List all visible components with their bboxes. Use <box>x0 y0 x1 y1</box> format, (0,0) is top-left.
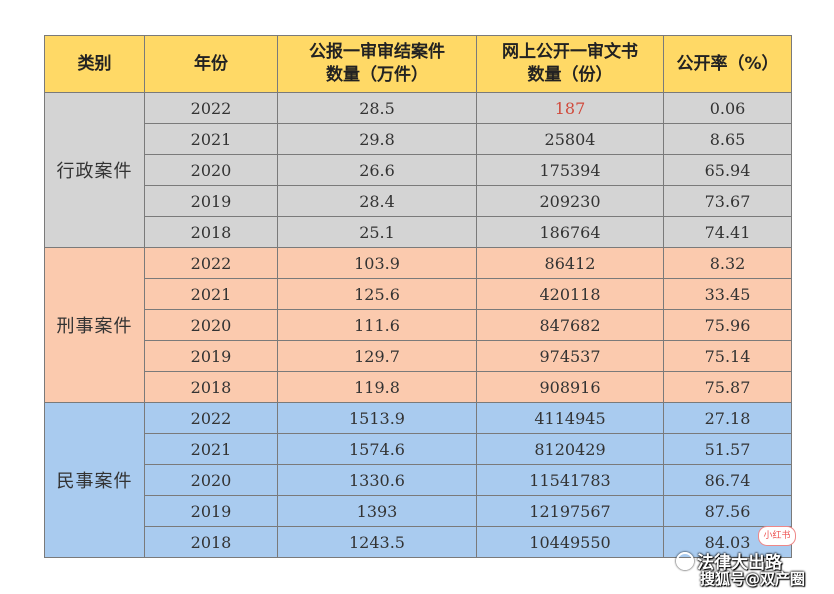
cases-cell: 26.6 <box>277 154 477 186</box>
rate-cell: 27.18 <box>663 402 792 434</box>
year-cell: 2021 <box>144 433 278 465</box>
year-cell: 2022 <box>144 247 278 279</box>
docs-cell: 420118 <box>476 278 664 310</box>
year-cell: 2020 <box>144 464 278 496</box>
docs-cell: 908916 <box>476 371 664 403</box>
docs-cell: 4114945 <box>476 402 664 434</box>
docs-cell: 209230 <box>476 185 664 217</box>
year-cell: 2021 <box>144 123 278 155</box>
table-row: 2019 1393 12197567 87.56 <box>45 495 792 527</box>
cases-cell: 103.9 <box>277 247 477 279</box>
rate-cell: 75.96 <box>663 309 792 341</box>
cases-cell: 129.7 <box>277 340 477 372</box>
wechat-icon <box>676 552 694 570</box>
category-cell: 民事案件 <box>44 402 145 558</box>
docs-cell: 974537 <box>476 340 664 372</box>
year-cell: 2018 <box>144 371 278 403</box>
header-docs-line2: 数量（份） <box>527 65 613 85</box>
year-cell: 2018 <box>144 526 278 558</box>
cases-cell: 25.1 <box>277 216 477 248</box>
year-cell: 2020 <box>144 154 278 186</box>
year-cell: 2019 <box>144 340 278 372</box>
header-rate: 公开率（%） <box>663 35 792 93</box>
table-row: 2020 111.6 847682 75.96 <box>45 309 792 341</box>
table-row: 2018 25.1 186764 74.41 <box>45 216 792 248</box>
header-docs-line1: 网上公开一审文书 <box>502 42 638 62</box>
rate-cell: 75.14 <box>663 340 792 372</box>
table-row: 2018 119.8 908916 75.87 <box>45 371 792 403</box>
header-category: 类别 <box>44 35 145 93</box>
rate-cell: 51.57 <box>663 433 792 465</box>
header-cases-line1: 公报一审审结案件 <box>309 42 445 62</box>
table-row: 2019 28.4 209230 73.67 <box>45 185 792 217</box>
data-table: 类别 年份 公报一审审结案件 数量（万件） 网上公开一审文书 数量（份） 公开率… <box>44 35 792 558</box>
table-row: 2020 1330.6 11541783 86.74 <box>45 464 792 496</box>
table-row: 刑事案件 2022 103.9 86412 8.32 <box>44 247 792 403</box>
docs-cell: 25804 <box>476 123 664 155</box>
cases-cell: 28.5 <box>277 92 477 124</box>
header-row: 类别 年份 公报一审审结案件 数量（万件） 网上公开一审文书 数量（份） 公开率… <box>44 35 792 93</box>
cases-cell: 1330.6 <box>277 464 477 496</box>
cases-cell: 29.8 <box>277 123 477 155</box>
watermark-name-text: 法律大出路 <box>697 553 782 573</box>
docs-cell: 86412 <box>476 247 664 279</box>
header-year: 年份 <box>144 35 278 93</box>
docs-cell: 847682 <box>476 309 664 341</box>
year-cell: 2022 <box>144 402 278 434</box>
rate-cell: 0.06 <box>663 92 792 124</box>
docs-cell: 11541783 <box>476 464 664 496</box>
cases-cell: 119.8 <box>277 371 477 403</box>
cases-cell: 1243.5 <box>277 526 477 558</box>
watermark-sub: 搜狐号@双产圈 <box>700 570 806 588</box>
rate-cell: 65.94 <box>663 154 792 186</box>
year-cell: 2019 <box>144 495 278 527</box>
rate-cell: 87.56 <box>663 495 792 527</box>
rate-cell: 86.74 <box>663 464 792 496</box>
table-row: 2020 26.6 175394 65.94 <box>45 154 792 186</box>
cases-cell: 1393 <box>277 495 477 527</box>
cases-cell: 111.6 <box>277 309 477 341</box>
year-cell: 2022 <box>144 92 278 124</box>
cases-cell: 1513.9 <box>277 402 477 434</box>
year-cell: 2018 <box>144 216 278 248</box>
docs-cell: 10449550 <box>476 526 664 558</box>
category-cell: 行政案件 <box>44 92 145 248</box>
year-cell: 2020 <box>144 309 278 341</box>
docs-cell: 175394 <box>476 154 664 186</box>
rate-cell: 8.32 <box>663 247 792 279</box>
year-cell: 2021 <box>144 278 278 310</box>
table-row: 2021 125.6 420118 33.45 <box>45 278 792 310</box>
rate-cell: 33.45 <box>663 278 792 310</box>
header-cases-line2: 数量（万件） <box>326 65 428 85</box>
category-cell: 刑事案件 <box>44 247 145 403</box>
year-cell: 2019 <box>144 185 278 217</box>
table-row: 2019 129.7 974537 75.14 <box>45 340 792 372</box>
watermark-name: 法律大出路 <box>676 548 782 573</box>
rate-cell: 74.41 <box>663 216 792 248</box>
rate-cell: 75.87 <box>663 371 792 403</box>
table-row: 民事案件 2022 1513.9 4114945 27.18 <box>44 402 792 558</box>
table-row: 2018 1243.5 10449550 84.03 <box>45 526 792 558</box>
cases-cell: 28.4 <box>277 185 477 217</box>
watermark-badge: 小红书 <box>758 526 796 546</box>
cases-cell: 125.6 <box>277 278 477 310</box>
docs-cell: 12197567 <box>476 495 664 527</box>
docs-cell: 186764 <box>476 216 664 248</box>
rate-cell: 8.65 <box>663 123 792 155</box>
docs-cell: 8120429 <box>476 433 664 465</box>
header-cases: 公报一审审结案件 数量（万件） <box>277 35 477 93</box>
table-row: 行政案件 2022 28.5 187 0.06 <box>44 92 792 248</box>
header-docs: 网上公开一审文书 数量（份） <box>476 35 664 93</box>
docs-cell: 187 <box>476 92 664 124</box>
table-row: 2021 29.8 25804 8.65 <box>45 123 792 155</box>
cases-cell: 1574.6 <box>277 433 477 465</box>
rate-cell: 73.67 <box>663 185 792 217</box>
table-row: 2021 1574.6 8120429 51.57 <box>45 433 792 465</box>
